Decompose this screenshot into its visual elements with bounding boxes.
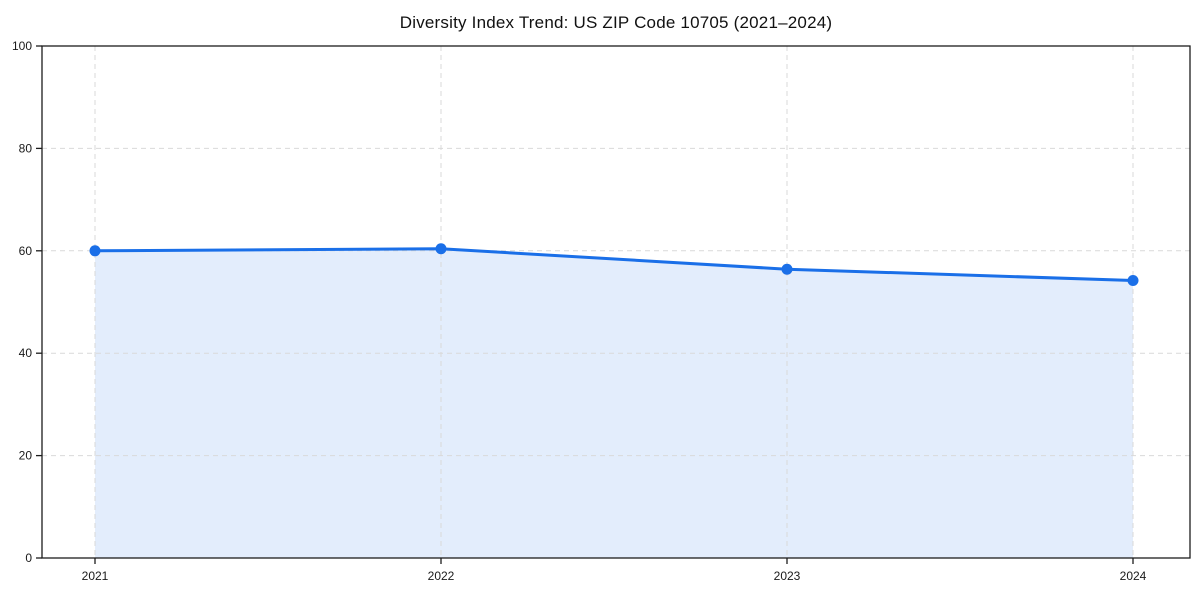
x-tick-label-2022: 2022 [428,569,455,583]
y-tick-label-60: 60 [19,244,33,258]
x-tick-label-2023: 2023 [774,569,801,583]
data-point-2021 [89,245,101,257]
data-point-2023 [781,263,793,275]
x-tick-label-2024: 2024 [1120,569,1147,583]
x-tick-label-2021: 2021 [82,569,109,583]
data-point-2024 [1127,274,1139,286]
trend-line [93,247,1135,282]
area-fill [95,248,1133,558]
y-tick-label-100: 100 [12,39,32,53]
chart-title: Diversity Index Trend: US ZIP Code 10705… [399,13,833,32]
data-point-2022 [435,243,447,255]
y-tick-label-0: 0 [25,551,32,565]
y-tick-label-80: 80 [19,141,33,155]
y-tick-label-40: 40 [19,346,33,360]
y-tick-label-20: 20 [19,449,33,463]
plot-border [41,45,1191,559]
